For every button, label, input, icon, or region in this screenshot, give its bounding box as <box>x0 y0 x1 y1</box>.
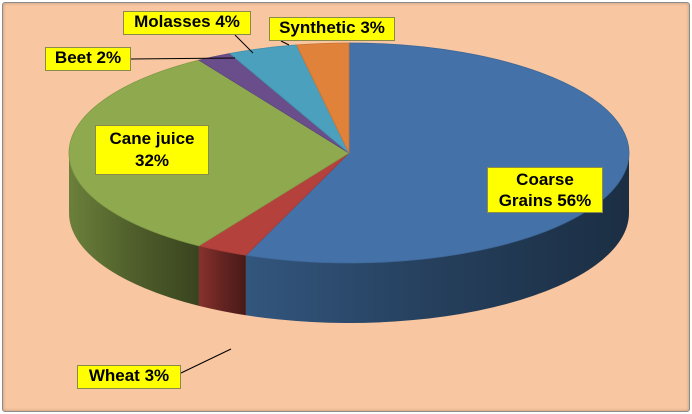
leader-synthetic <box>280 40 290 46</box>
pie-side-wheat <box>198 245 246 316</box>
pie-side-cane-juice <box>69 153 199 306</box>
pie-slice-cane-juice <box>68 59 350 247</box>
leader-molasses <box>234 34 254 54</box>
label-wheat: Wheat 3% <box>77 365 181 389</box>
label-coarse-grains-line1: Coarse <box>516 170 574 189</box>
label-cane-juice-line1: Cane juice <box>109 129 195 148</box>
leader-wheat <box>180 348 232 374</box>
label-cane-juice-line2: 32% <box>134 151 170 170</box>
label-coarse-grains-line2: Grains 56% <box>498 191 592 210</box>
label-coarse-grains: Coarse Grains 56% <box>487 167 603 213</box>
label-molasses: Molasses 4% <box>123 11 251 35</box>
pie-slice-synthetic <box>295 42 350 154</box>
pie-side-coarse-grains <box>245 153 630 323</box>
label-cane-juice: Cane juice 32% <box>95 125 209 175</box>
label-synthetic: Synthetic 3% <box>269 17 395 41</box>
label-beet: Beet 2% <box>45 47 131 71</box>
leader-beet <box>130 57 236 60</box>
